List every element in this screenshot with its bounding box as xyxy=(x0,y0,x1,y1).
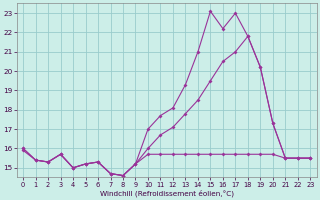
X-axis label: Windchill (Refroidissement éolien,°C): Windchill (Refroidissement éolien,°C) xyxy=(100,189,234,197)
